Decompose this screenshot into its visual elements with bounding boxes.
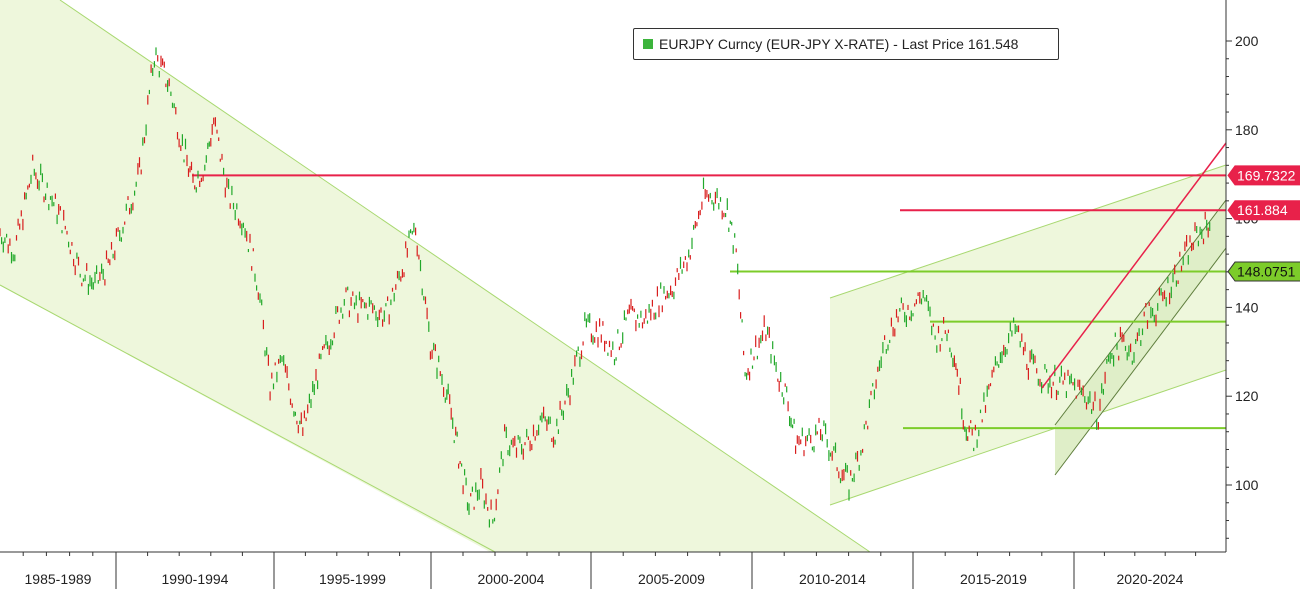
red-trend-line [1041,142,1227,389]
y-tick-label: 100 [1235,477,1259,493]
x-axis-ticks: 1985-1989 1990-1994 1995-1999 2000-2004 2005… [22,552,1197,589]
x-tick-label: 2015-2019 [960,571,1027,587]
x-tick-label: 1995-1999 [319,571,386,587]
rising-channel-lower [829,369,1227,506]
level-label-box [1227,261,1300,282]
level-label-text: 148.0751 [1237,264,1296,280]
legend-swatch [643,39,653,49]
rising-channel [830,165,1226,505]
steep-channel-lower [1054,247,1227,476]
y-tick-label: 140 [1235,299,1259,315]
price-series [0,47,1211,528]
trend-channels [0,0,1227,553]
x-tick-label: 2000-2004 [478,571,545,587]
trend-lines [1041,142,1227,389]
horizontal-levels [192,174,1226,430]
rising-channel-upper [829,164,1227,299]
level-label-text: 169.7322 [1237,167,1296,183]
axes [0,0,1227,553]
falling-channel [0,0,870,552]
legend: EURJPY Curncy (EUR-JPY X-RATE) - Last Pr… [633,28,1059,60]
falling-channel-upper [59,0,871,553]
y-axis-ticks: 200180160140120100 [1226,33,1259,539]
x-tick-label: 2020-2024 [1117,571,1184,587]
x-tick-label: 1985-1989 [25,571,92,587]
y-tick-label: 180 [1235,122,1259,138]
y-tick-label: 120 [1235,388,1259,404]
x-tick-label: 2005-2009 [638,571,705,587]
y-tick-label: 200 [1235,33,1259,49]
level-label-text: 161.884 [1237,202,1288,218]
falling-channel-lower [0,284,496,553]
x-tick-label: 2010-2014 [799,571,866,587]
level-labels: 169.7322 161.884 148.0751 [1227,165,1300,282]
x-tick-label: 1990-1994 [162,571,229,587]
steep-channel [1055,200,1226,475]
legend-label: EURJPY Curncy (EUR-JPY X-RATE) - Last Pr… [659,36,1019,52]
level-label-box [1227,165,1300,186]
level-label-box [1227,200,1300,221]
